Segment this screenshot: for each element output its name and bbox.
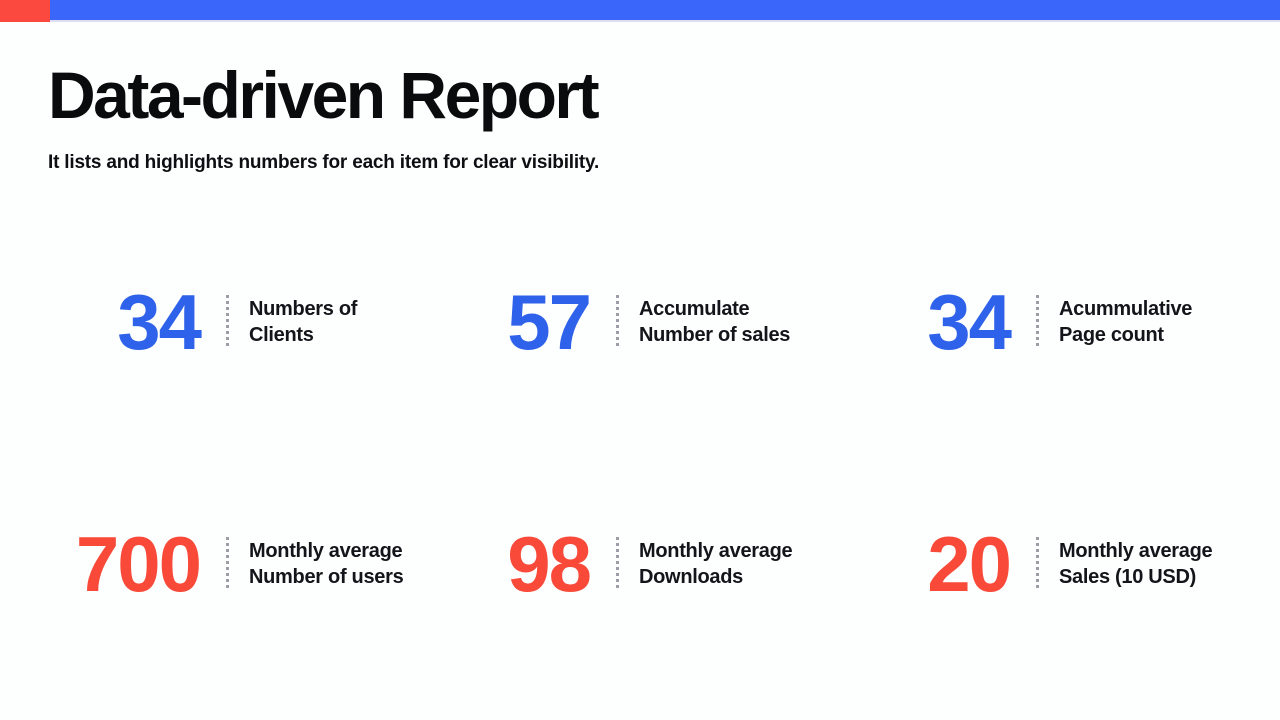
stat-label-line1: Monthly average bbox=[249, 540, 403, 562]
stat-divider bbox=[616, 537, 619, 591]
stat-label: Monthly average Number of users bbox=[249, 538, 404, 590]
stat-label: Accumulate Number of sales bbox=[639, 296, 790, 348]
stat-value: 57 bbox=[507, 278, 592, 366]
stat-divider bbox=[616, 295, 619, 349]
stat-divider bbox=[226, 537, 229, 591]
stat-label-line1: Monthly average bbox=[1059, 540, 1213, 562]
stat-label-line2: Number of sales bbox=[639, 324, 791, 346]
stat-label-line1: Numbers of bbox=[249, 298, 358, 320]
top-bar-red-block bbox=[0, 0, 50, 22]
stat-divider bbox=[1036, 537, 1039, 591]
stat-label: Numbers of Clients bbox=[249, 296, 357, 348]
stat-value: 34 bbox=[927, 278, 1012, 366]
stat-label-line2: Downloads bbox=[639, 566, 743, 588]
stat-value: 700 bbox=[75, 520, 202, 608]
stat-label-line2: Clients bbox=[249, 324, 314, 346]
stat-value: 20 bbox=[927, 520, 1012, 608]
top-bar-blue-fill bbox=[0, 0, 1280, 20]
page-title: Data-driven Report bbox=[48, 58, 600, 132]
stat-accumulate-sales: 57 Accumulate Number of sales bbox=[450, 277, 790, 367]
stat-label-line2: Sales (10 USD) bbox=[1059, 566, 1196, 588]
page-subtitle: It lists and highlights numbers for each… bbox=[48, 152, 600, 173]
stat-label-line1: Acummulative bbox=[1059, 298, 1193, 320]
top-accent-bar bbox=[0, 0, 1280, 22]
stat-label-line2: Number of users bbox=[249, 566, 404, 588]
stat-value: 98 bbox=[507, 520, 592, 608]
stat-number-of-clients: 34 Numbers of Clients bbox=[60, 277, 357, 367]
header: Data-driven Report It lists and highligh… bbox=[48, 58, 600, 174]
stat-label: Monthly average Sales (10 USD) bbox=[1059, 538, 1213, 590]
stat-value: 34 bbox=[117, 278, 202, 366]
stat-label-line1: Monthly average bbox=[639, 540, 793, 562]
stat-label-line1: Accumulate bbox=[639, 298, 750, 320]
stat-divider bbox=[1036, 295, 1039, 349]
stat-label-line2: Page count bbox=[1059, 324, 1164, 346]
stat-divider bbox=[226, 295, 229, 349]
stat-accumulative-page-count: 34 Acummulative Page count bbox=[870, 277, 1192, 367]
stat-monthly-sales: 20 Monthly average Sales (10 USD) bbox=[870, 519, 1212, 609]
stat-label: Monthly average Downloads bbox=[639, 538, 793, 590]
stat-label: Acummulative Page count bbox=[1059, 296, 1192, 348]
stat-monthly-downloads: 98 Monthly average Downloads bbox=[450, 519, 792, 609]
stat-monthly-users: 700 Monthly average Number of users bbox=[60, 519, 404, 609]
